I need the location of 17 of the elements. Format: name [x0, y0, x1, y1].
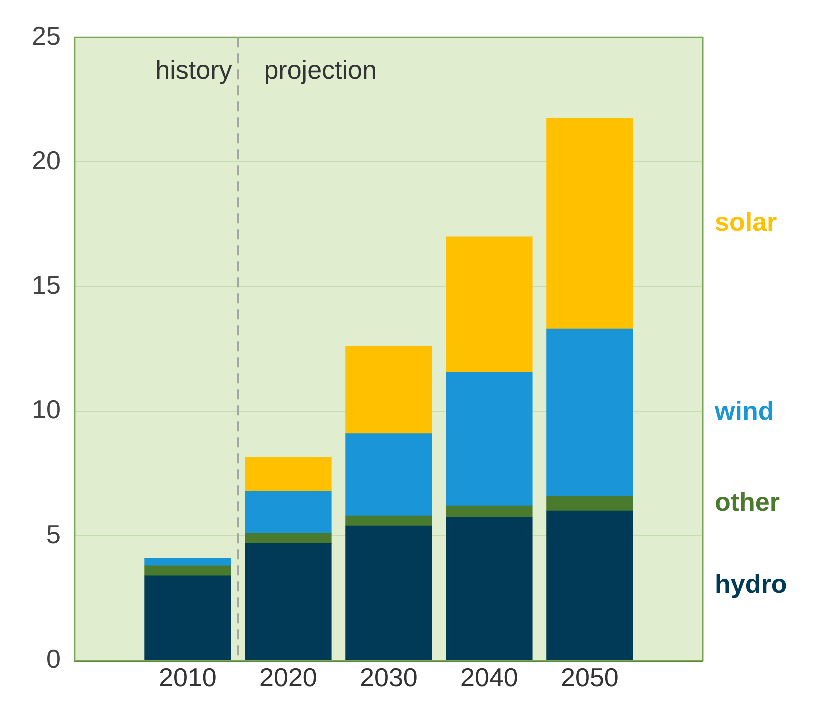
y-tick-label: 10: [32, 394, 61, 425]
x-tick-label: 2010: [159, 662, 217, 693]
y-tick-label: 15: [32, 270, 61, 300]
x-tick-label: 2020: [260, 662, 318, 693]
x-tick-label: 2040: [460, 662, 518, 693]
annotation: projection: [264, 54, 377, 85]
y-tick-label: 20: [32, 145, 61, 176]
text: solar: [715, 207, 778, 238]
x-tick-label: 2030: [360, 662, 418, 693]
y-tick-label: 25: [32, 20, 61, 51]
x-tick-label: 2050: [561, 662, 619, 693]
annotation: history: [156, 54, 232, 85]
y-tick-label: 5: [46, 519, 61, 550]
y-tick-label: 0: [46, 644, 61, 674]
text: other: [715, 486, 780, 517]
text: wind: [714, 396, 774, 426]
text: hydro: [715, 569, 788, 600]
